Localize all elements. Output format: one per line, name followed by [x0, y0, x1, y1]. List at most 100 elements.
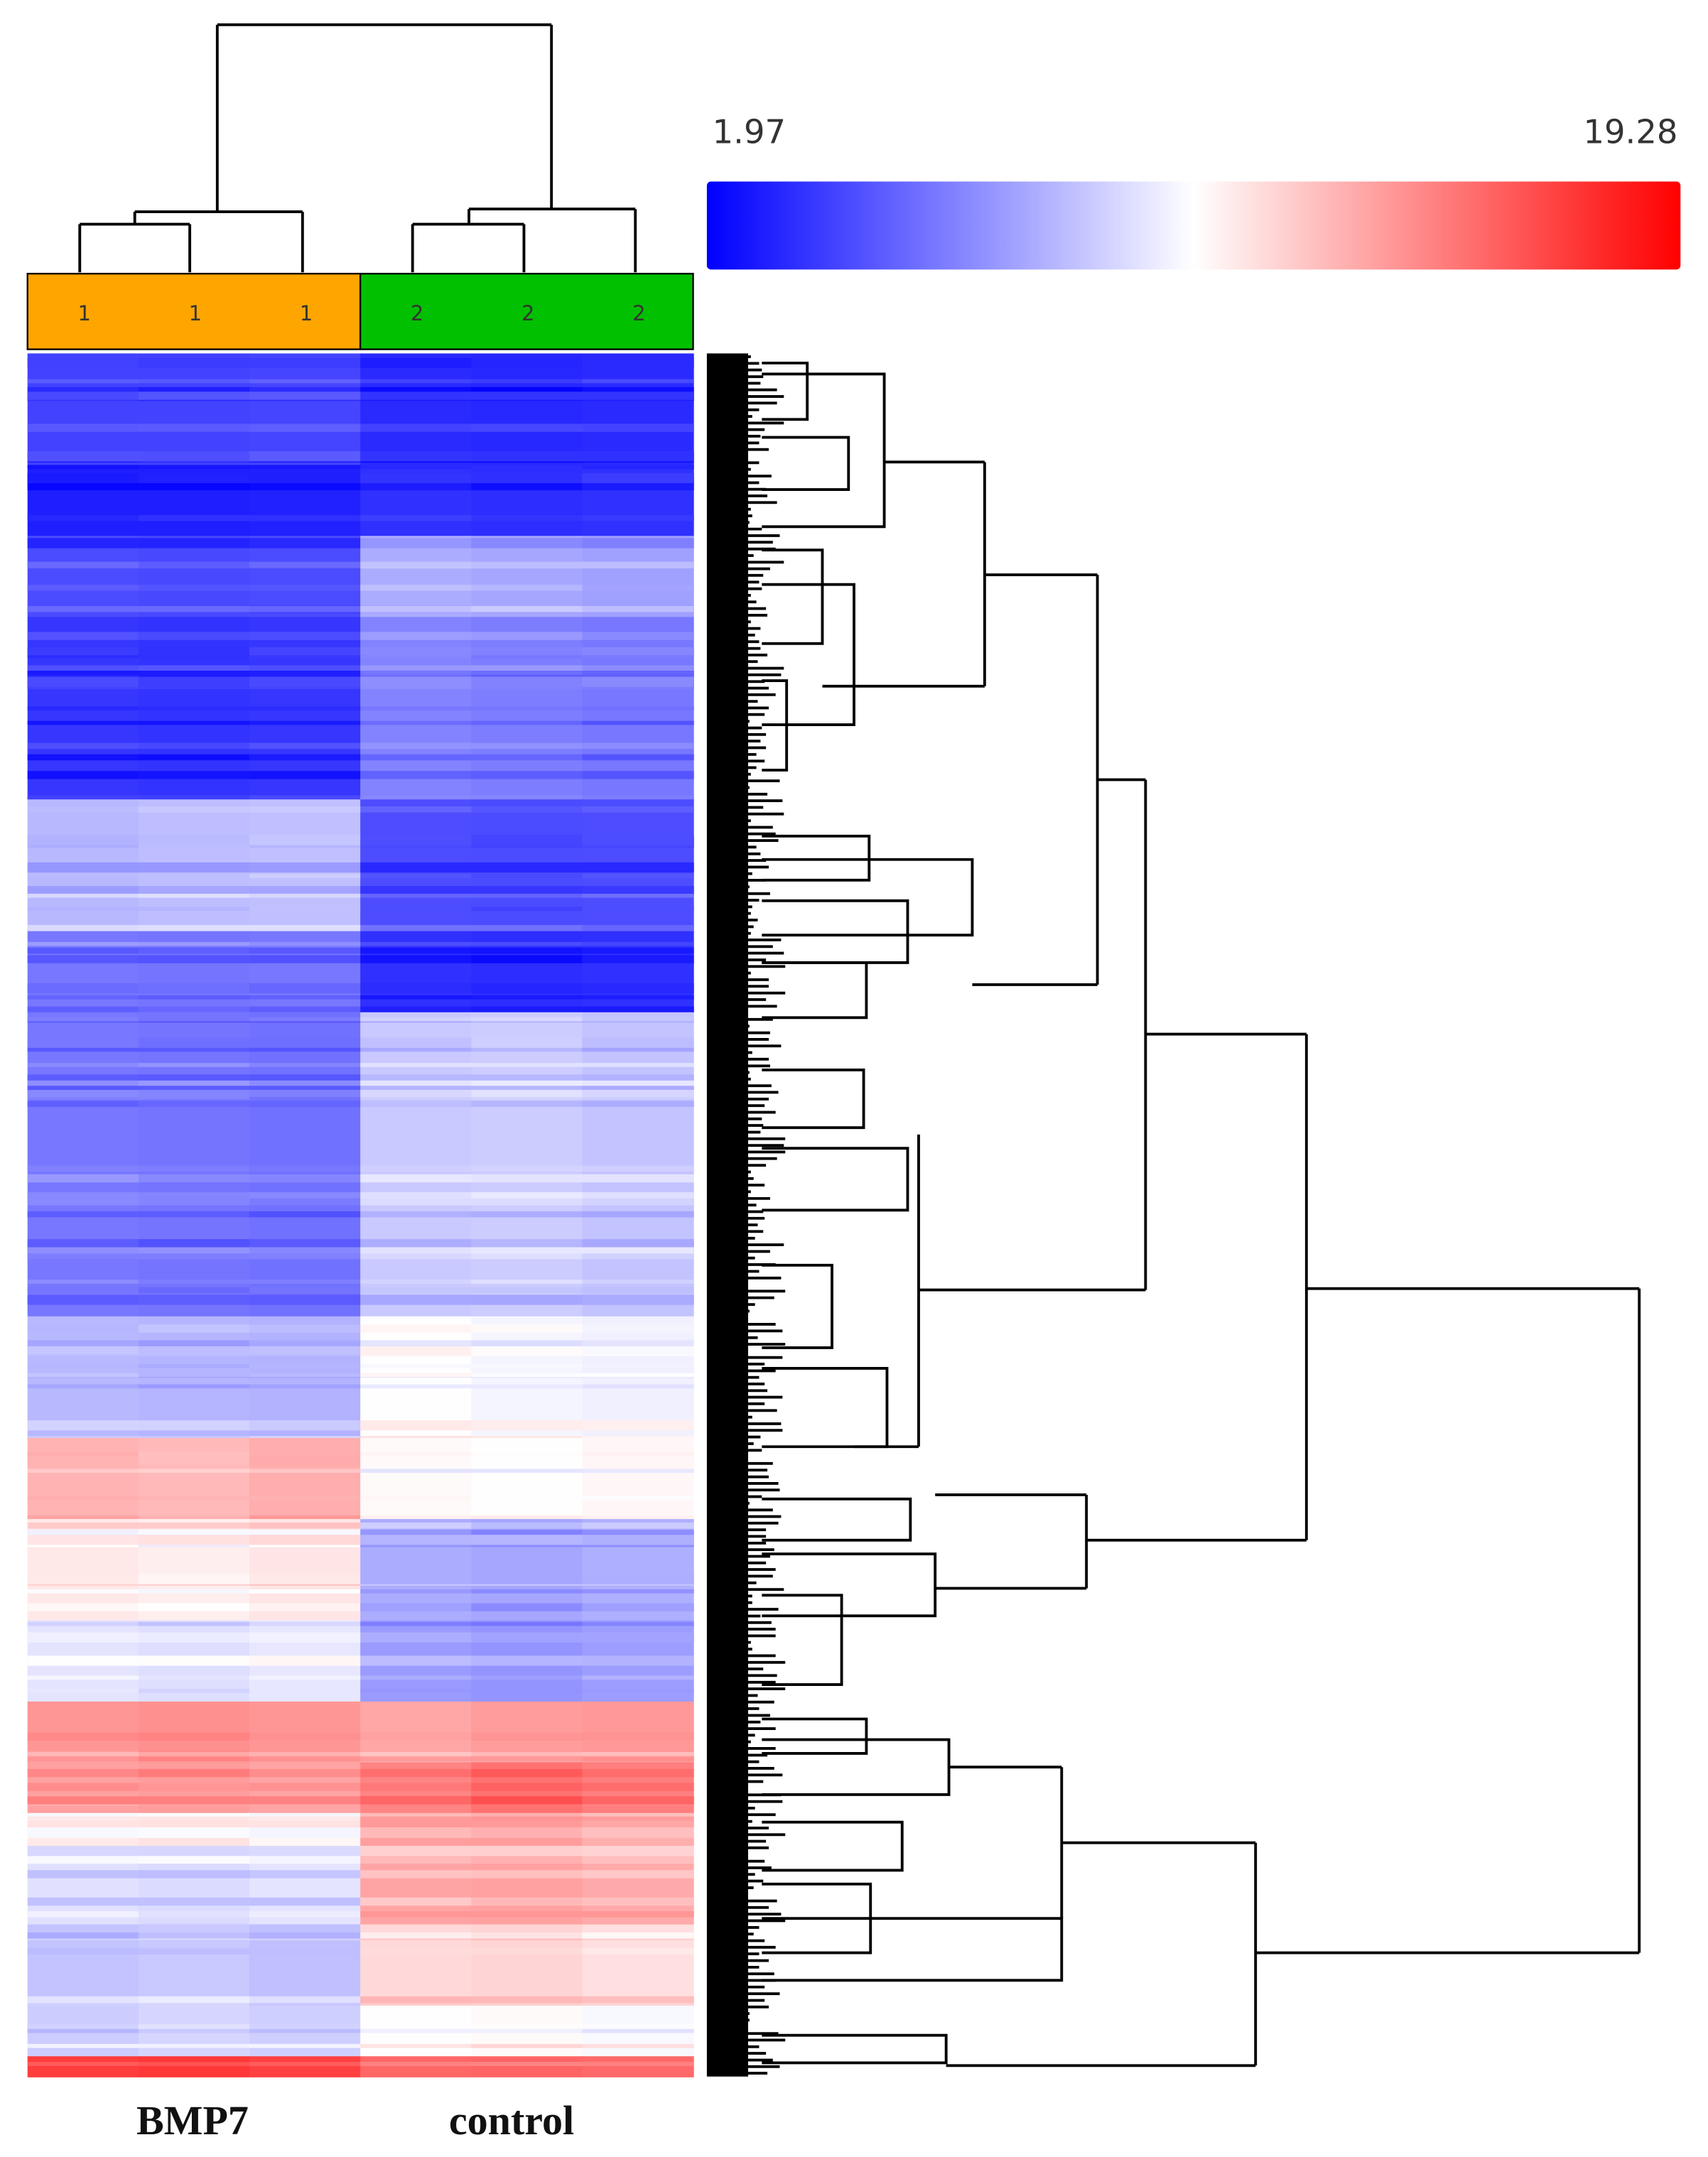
heatmap-cell-stripe: [471, 1675, 583, 1680]
heatmap-cell-stripe: [471, 1211, 583, 1218]
heatmap-cell-stripe: [360, 670, 472, 675]
heatmap-cell-stripe: [471, 924, 583, 931]
heatmap-cell-stripe: [471, 1384, 583, 1389]
heatmap-cell-stripe: [249, 1496, 362, 1501]
heatmap-cell-stripe: [138, 1006, 251, 1012]
row-dendrogram-branch: [762, 548, 824, 645]
heatmap-cell-stripe: [249, 806, 362, 813]
heatmap-cell-stripe: [27, 795, 140, 800]
heatmap-cell-stripe: [138, 1496, 251, 1501]
heatmap-cell-stripe: [138, 1287, 251, 1294]
heatmap-block-17-col-3: [360, 2056, 472, 2077]
heatmap-cell-stripe: [360, 1757, 472, 1762]
heatmap-cell-stripe: [249, 1373, 362, 1378]
heatmap-cell-stripe: [27, 1373, 140, 1378]
heatmap-cell-stripe: [471, 1280, 583, 1284]
heatmap-cell-stripe: [27, 1287, 140, 1294]
heatmap-cell-stripe: [471, 2062, 583, 2066]
heatmap-cell-stripe: [249, 1197, 362, 1206]
heatmap-cell-stripe: [27, 893, 140, 898]
heatmap-cell-stripe: [360, 1768, 472, 1778]
heatmap-cell-stripe: [360, 514, 472, 521]
heatmap-block-2-col-0: [27, 536, 140, 618]
heatmap-cell-stripe: [471, 561, 583, 568]
heatmap-cell-stripe: [138, 1783, 251, 1791]
heatmap-cell-stripe: [582, 1603, 694, 1611]
heatmap-cell-stripe: [249, 1523, 362, 1529]
heatmap-cell-stripe: [360, 2043, 472, 2048]
group-code-2: 1: [300, 301, 313, 325]
heatmap-cell-stripe: [471, 1294, 583, 1305]
heatmap-cell-stripe: [471, 1948, 583, 1955]
heatmap-cell-stripe: [471, 1079, 583, 1088]
heatmap-cell-stripe: [582, 1796, 694, 1805]
heatmap-cell-stripe: [27, 1063, 140, 1067]
heatmap-cell-stripe: [249, 1783, 362, 1791]
heatmap-cell-stripe: [471, 1074, 583, 1081]
heatmap-cell-stripe: [27, 1454, 140, 1466]
heatmap-cell-stripe: [249, 1063, 362, 1067]
heatmap-cell-stripe: [138, 632, 251, 640]
heatmap-cell-stripe: [582, 514, 694, 521]
heatmap-cell-stripe: [249, 632, 362, 640]
heatmap-cell-stripe: [360, 835, 472, 845]
heatmap-cell-stripe: [360, 379, 472, 384]
heatmap-cell-stripe: [582, 2043, 694, 2048]
heatmap-cell-stripe: [471, 1732, 583, 1741]
heatmap-cell-stripe: [360, 1688, 472, 1693]
heatmap-cell-stripe: [360, 2003, 472, 2006]
heatmap-cell-stripe: [582, 720, 694, 725]
heatmap-cell-stripe: [27, 1688, 140, 1693]
heatmap-block-0-col-3: [360, 353, 472, 466]
heatmap-cell-stripe: [138, 1174, 251, 1183]
heatmap-cell-stripe: [582, 2028, 694, 2033]
heatmap-cell-stripe: [360, 995, 472, 1000]
heatmap-cell-stripe: [138, 1732, 251, 1741]
heatmap-cell-stripe: [360, 472, 472, 484]
heatmap-cell-stripe: [360, 1515, 472, 1520]
heatmap-cell-stripe: [138, 1086, 251, 1091]
heatmap-cell-stripe: [471, 806, 583, 813]
heatmap-cell-stripe: [582, 1287, 694, 1294]
heatmap-cell-stripe: [249, 1287, 362, 1294]
heatmap-cell-stripe: [360, 1451, 472, 1456]
heatmap-cell-stripe: [582, 1496, 694, 1501]
heatmap-cell-stripe: [249, 423, 362, 432]
heatmap-cell-stripe: [471, 1496, 583, 1501]
heatmap-cell-stripe: [360, 1911, 472, 1918]
heatmap-block-2-col-3: [360, 536, 472, 618]
group-code-3: 2: [411, 301, 423, 325]
heatmap-cell-stripe: [471, 605, 583, 612]
heatmap-cell-stripe: [471, 379, 583, 384]
heatmap-cell-stripe: [27, 1911, 140, 1918]
heatmap-cell-stripe: [138, 538, 251, 548]
heatmap-cell-stripe: [471, 1363, 583, 1368]
heatmap-cell-stripe: [582, 1838, 694, 1847]
heatmap-cell-stripe: [27, 874, 140, 878]
heatmap-cell-stripe: [360, 1384, 472, 1389]
group-annotation-bar: 1 1 1 2 2 2: [26, 273, 694, 350]
heatmap-cell-stripe: [138, 806, 251, 813]
heatmap-cell-stripe: [360, 1535, 472, 1545]
heatmap-block-6-col-1: [138, 1012, 251, 1317]
heatmap-cell-stripe: [582, 465, 694, 470]
heatmap-cell-stripe: [360, 1469, 472, 1474]
heatmap-cell-stripe: [27, 1535, 140, 1545]
heatmap-cell-stripe: [582, 1589, 694, 1594]
heatmap-cell-stripe: [582, 1165, 694, 1172]
heatmap-cell-stripe: [360, 1192, 472, 1199]
heatmap-cell-stripe: [582, 941, 694, 946]
heatmap-cell-stripe: [249, 1436, 362, 1438]
heatmap-cell-stripe: [138, 386, 251, 394]
heatmap-cell-stripe: [582, 1846, 694, 1856]
heatmap-cell-stripe: [471, 538, 583, 548]
heatmap-cell-stripe: [138, 1294, 251, 1305]
heatmap-cell-stripe: [249, 947, 362, 954]
heatmap-cell-stripe: [471, 2043, 583, 2048]
heatmap-cell-stripe: [471, 874, 583, 878]
heatmap-cell-stripe: [27, 1037, 140, 1048]
heatmap-cell-stripe: [471, 1655, 583, 1666]
heatmap-cell-stripe: [249, 584, 362, 591]
heatmap-cell-stripe: [360, 1923, 472, 1925]
heatmap-cell-stripe: [249, 472, 362, 484]
